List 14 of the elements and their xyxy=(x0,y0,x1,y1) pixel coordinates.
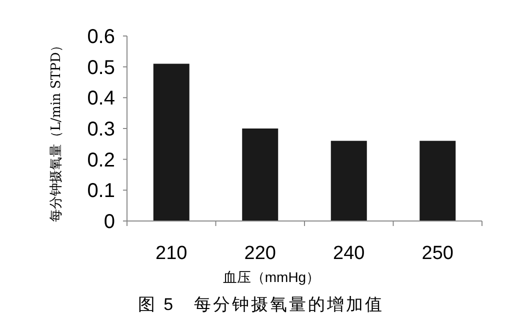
y-tick-label: 0 xyxy=(104,211,115,233)
text: 图 5 每分钟摄氧量的增加值 xyxy=(138,295,384,314)
y-axis-title: 每分钟摄氧量（L/min STPD） xyxy=(49,39,64,222)
x-tick-label: 220 xyxy=(244,243,276,264)
y-tick-label: 0.2 xyxy=(87,149,115,172)
x-tick-label: 240 xyxy=(333,243,365,264)
y-tick-label: 0.5 xyxy=(87,56,115,79)
x-axis-title: 血压（mmHg） xyxy=(222,269,320,285)
y-tick-label: 0.4 xyxy=(87,88,115,110)
x-tick-label: 250 xyxy=(422,243,454,264)
y-tick-label: 0.1 xyxy=(87,180,115,202)
y-tick-label: 0.6 xyxy=(87,26,115,48)
x-tick-label: 210 xyxy=(156,243,188,264)
y-tick-label: 0.3 xyxy=(87,118,115,140)
